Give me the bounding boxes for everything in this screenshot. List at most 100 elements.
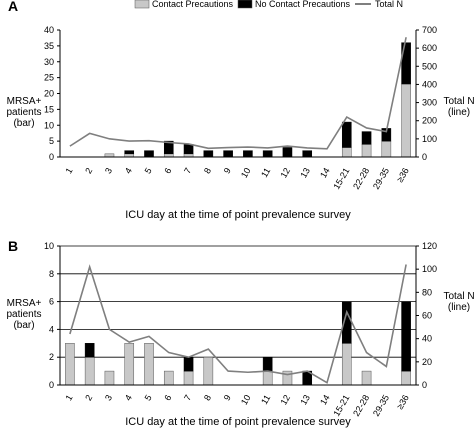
y2-tick-label: 500	[422, 61, 437, 71]
x-tick-label: 4	[123, 166, 134, 175]
bar-contact-precautions	[163, 370, 174, 386]
bar-contact-precautions	[183, 370, 194, 386]
bar-contact-precautions	[381, 140, 392, 158]
legend-label: Contact Precautions	[152, 0, 234, 9]
y2-tick-label: 60	[422, 311, 432, 321]
bar-contact-precautions	[262, 370, 273, 386]
bar-no-contact-precautions	[401, 42, 411, 85]
total-n-line	[69, 37, 407, 150]
bar-no-contact-precautions	[183, 144, 194, 155]
bar-no-contact-precautions	[282, 147, 293, 158]
y2-tick-label: 300	[422, 98, 437, 108]
y-tick-label: 10	[44, 241, 54, 251]
y-axis-label: patients	[6, 107, 41, 118]
bar-no-contact-precautions	[302, 150, 313, 158]
y2-tick-label: 80	[422, 287, 432, 297]
x-tick-label: 5	[143, 393, 154, 402]
y-axis-label: MRSA+	[7, 298, 42, 309]
y-tick-label: 8	[49, 269, 54, 279]
legend-swatch	[237, 0, 253, 9]
panel-label: B	[8, 238, 18, 254]
x-tick-label: 9	[222, 393, 233, 402]
bar-no-contact-precautions	[223, 150, 233, 158]
y-tick-label: 20	[44, 89, 54, 99]
x-tick-label: 1	[63, 166, 74, 175]
y-axis-label: MRSA+	[7, 96, 42, 107]
x-tick-label: 12	[279, 393, 293, 407]
x-tick-label: 29-35	[371, 166, 391, 191]
x-tick-label: 11	[259, 166, 272, 179]
y2-tick-label: 200	[422, 116, 437, 126]
bar-contact-precautions	[361, 370, 372, 386]
y-axis-label: (bar)	[13, 118, 34, 129]
y-tick-label: 35	[44, 41, 54, 51]
x-tick-label: 15-21	[331, 393, 351, 418]
bar-no-contact-precautions	[144, 150, 154, 158]
x-tick-label: 11	[259, 393, 272, 406]
x-tick-label: 4	[123, 393, 134, 402]
bar-contact-precautions	[65, 343, 75, 386]
bar-no-contact-precautions	[401, 301, 411, 372]
y-tick-label: 25	[44, 73, 54, 83]
y-axis-label: patients	[6, 309, 41, 320]
bar-contact-precautions	[401, 83, 411, 158]
y2-tick-label: 0	[422, 152, 427, 162]
x-tick-label: 1	[63, 393, 74, 402]
legend-swatch	[134, 0, 150, 9]
x-tick-label: 7	[182, 166, 193, 175]
bar-contact-precautions	[84, 356, 95, 386]
bar-no-contact-precautions	[262, 356, 273, 372]
x-tick-label: 7	[182, 393, 193, 402]
y2-tick-label: 20	[422, 357, 432, 367]
y2-axis-label: Total N	[443, 291, 474, 302]
bar-no-contact-precautions	[243, 150, 253, 158]
y-tick-label: 6	[49, 297, 54, 307]
y-tick-label: 2	[49, 352, 54, 362]
x-tick-label: 3	[103, 393, 114, 402]
y2-tick-label: 400	[422, 79, 437, 89]
x-tick-label: 10	[239, 166, 253, 180]
x-tick-label: 5	[143, 166, 154, 175]
bar-contact-precautions	[144, 343, 154, 386]
y-tick-label: 0	[49, 380, 54, 390]
bar-no-contact-precautions	[361, 131, 372, 145]
y-axis-label: (bar)	[13, 320, 34, 331]
y2-tick-label: 100	[422, 134, 437, 144]
y2-axis-label: Total N	[443, 96, 474, 107]
y-tick-label: 40	[44, 25, 54, 35]
y2-tick-label: 100	[422, 264, 437, 274]
bar-contact-precautions	[282, 370, 293, 386]
x-tick-label: ≥36	[395, 166, 411, 184]
bar-no-contact-precautions	[203, 150, 214, 158]
x-tick-label: 6	[162, 393, 173, 402]
x-tick-label: 12	[279, 166, 293, 180]
y2-tick-label: 700	[422, 25, 437, 35]
y2-tick-label: 600	[422, 43, 437, 53]
bar-contact-precautions	[361, 144, 372, 158]
x-tick-label: ≥36	[395, 393, 411, 411]
bar-contact-precautions	[341, 343, 352, 386]
legend-label: No Contact Precautions	[255, 0, 351, 9]
x-tick-label: 2	[83, 166, 94, 175]
y2-tick-label: 40	[422, 334, 432, 344]
x-tick-label: 3	[103, 166, 114, 175]
legend-label: Total N	[375, 0, 403, 9]
y-tick-label: 15	[44, 104, 54, 114]
x-tick-label: 13	[298, 166, 312, 180]
x-tick-label: 13	[298, 393, 312, 407]
x-tick-label: 22-28	[351, 166, 371, 191]
bar-no-contact-precautions	[84, 343, 95, 358]
x-tick-label: 15-21	[331, 166, 351, 191]
bar-no-contact-precautions	[262, 150, 273, 158]
x-tick-label: 10	[239, 393, 253, 407]
y2-axis-label: (line)	[448, 107, 470, 118]
x-axis-label: ICU day at the time of point prevalence …	[125, 416, 351, 428]
x-tick-label: 29-35	[371, 393, 391, 418]
bar-no-contact-precautions	[124, 150, 135, 155]
y2-axis-label: (line)	[448, 302, 470, 313]
bar-contact-precautions	[401, 370, 411, 386]
x-tick-label: 8	[202, 166, 213, 175]
bar-contact-precautions	[104, 370, 115, 386]
x-tick-label: 9	[222, 166, 233, 175]
y-tick-label: 4	[49, 324, 54, 334]
